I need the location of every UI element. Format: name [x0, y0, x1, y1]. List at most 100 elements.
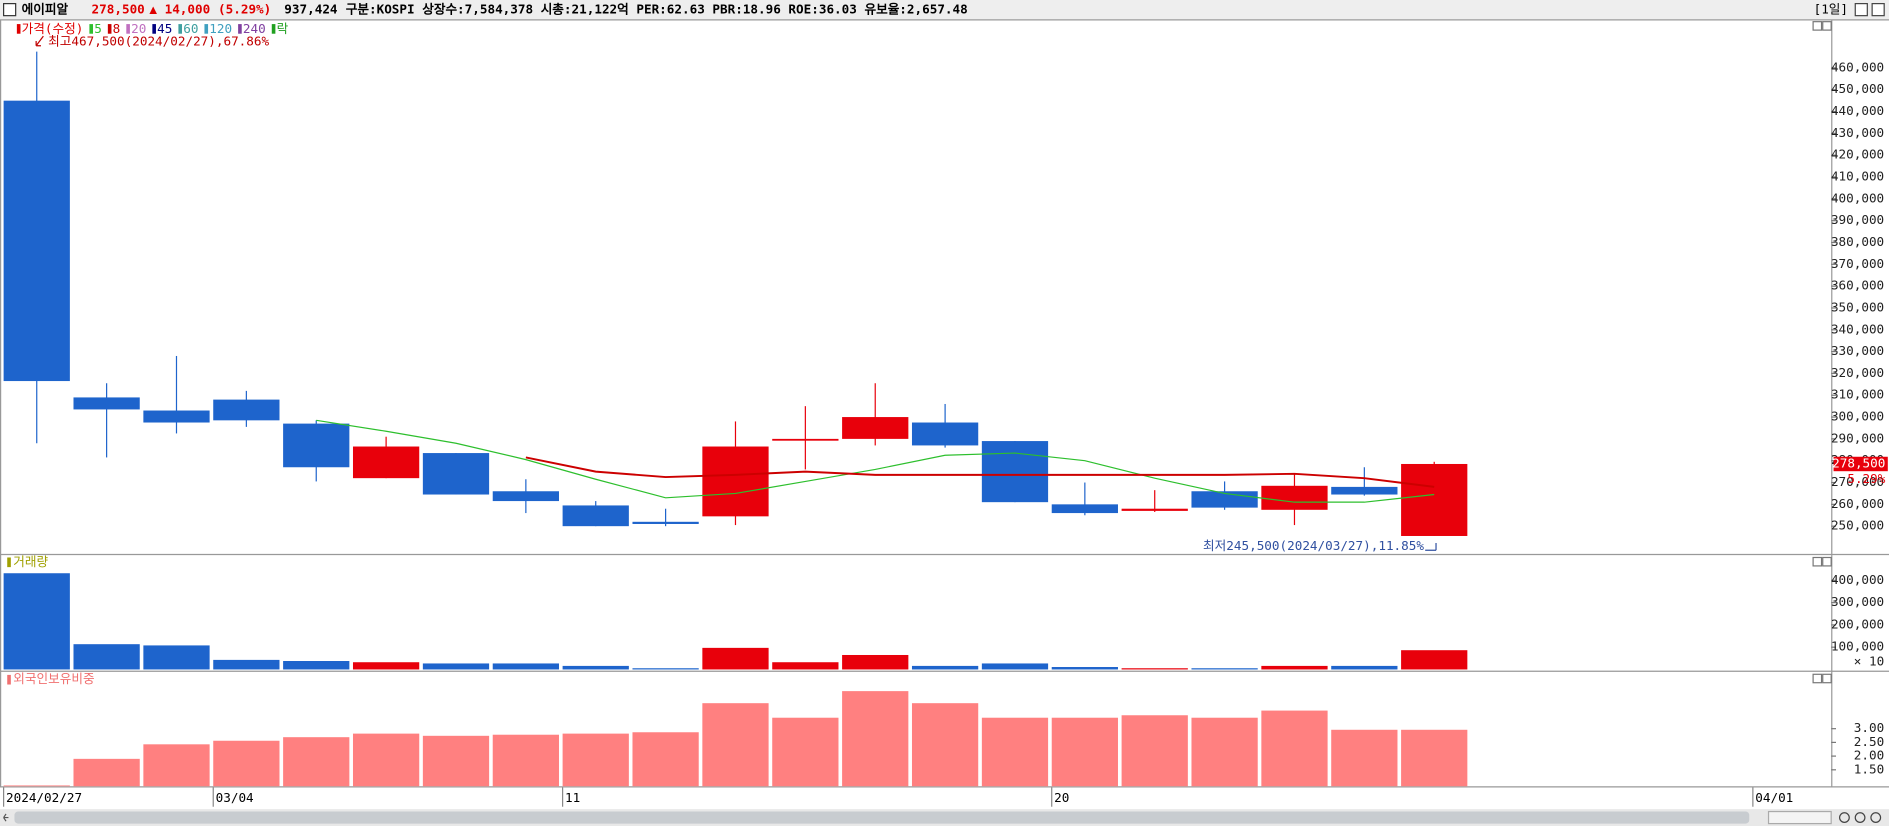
y-tick-label: 430,000	[1831, 125, 1884, 140]
bar	[702, 703, 769, 787]
panel-button[interactable]	[1812, 556, 1823, 567]
panel-title: 외국인보유비중	[13, 671, 94, 686]
legend-swatch	[107, 24, 112, 34]
x-tick-label: 03/04	[216, 790, 254, 805]
zoom-slider[interactable]	[1767, 810, 1832, 825]
bar	[73, 758, 140, 787]
bar	[143, 645, 210, 670]
change-pct: (5.29%)	[218, 2, 271, 17]
panel-button[interactable]	[1822, 673, 1832, 684]
legend-item: 120	[209, 21, 232, 36]
period[interactable]: [1일]	[1814, 2, 1848, 17]
bar	[492, 734, 559, 787]
y-tick-label: 410,000	[1831, 169, 1884, 184]
legend-swatch	[152, 24, 156, 34]
candle-body	[702, 446, 769, 517]
bar	[283, 661, 350, 670]
unit-label: × 10	[1854, 654, 1884, 669]
volume: 937,424	[284, 2, 338, 17]
bar	[1261, 665, 1328, 670]
x-tick-label: 20	[1054, 790, 1069, 805]
y-tick-label: 270,000	[1831, 474, 1884, 489]
candle-body	[632, 521, 699, 524]
candle-body	[143, 410, 210, 423]
legend-item: 240	[243, 21, 266, 36]
bar	[352, 662, 420, 670]
y-tick-label: 2.50	[1854, 734, 1884, 749]
candle-body	[283, 423, 350, 468]
candle-body	[213, 399, 280, 421]
legend-swatch	[238, 24, 242, 34]
panel-button[interactable]	[1812, 21, 1823, 31]
candle-body	[1121, 508, 1188, 511]
zoom-icon[interactable]	[1854, 812, 1866, 823]
bar	[1121, 668, 1188, 670]
scrollbar-thumb[interactable]	[14, 811, 1750, 824]
bar	[1051, 667, 1118, 670]
y-tick-label: 460,000	[1831, 59, 1884, 74]
candle-body	[352, 446, 420, 479]
candle-body	[842, 417, 909, 439]
bar	[911, 665, 979, 670]
bar	[562, 665, 629, 670]
scroll-left[interactable]	[3, 813, 9, 822]
zoom-icon[interactable]	[1870, 812, 1882, 823]
bar	[702, 647, 769, 670]
info: 구분:KOSPI 상장수:7,584,378 시총:21,122억 PER:62…	[346, 2, 968, 17]
bar	[562, 733, 629, 787]
y-tick-label: 450,000	[1831, 81, 1884, 96]
bar	[1261, 710, 1328, 787]
candle-body	[492, 491, 559, 502]
x-tick-label: 11	[565, 790, 580, 805]
legend-item: 45	[157, 21, 172, 36]
candle-body	[73, 397, 140, 410]
y-tick-label: 350,000	[1831, 299, 1884, 314]
header-bar	[0, 0, 1889, 20]
bar	[632, 668, 699, 670]
bar	[981, 663, 1049, 670]
panel-buttons	[1812, 21, 1832, 684]
legend-item: 20	[131, 21, 146, 36]
candle-body	[981, 441, 1049, 503]
bar	[492, 663, 559, 670]
window-button[interactable]	[1871, 3, 1885, 17]
y-tick-label: 100,000	[1831, 639, 1884, 654]
candle-body	[1401, 463, 1468, 536]
panel-button[interactable]	[1812, 673, 1823, 684]
zoom-icon[interactable]	[1839, 812, 1850, 823]
bar	[772, 717, 839, 787]
window-button[interactable]	[1854, 3, 1868, 17]
panel-button[interactable]	[1822, 556, 1832, 567]
moving-average	[525, 456, 1435, 488]
legend-swatch	[204, 24, 209, 34]
change: ▲ 14,000	[149, 2, 210, 17]
checkbox[interactable]	[3, 3, 17, 17]
y-tick-label: 370,000	[1831, 256, 1884, 271]
last-change-label: 5.29%	[1847, 471, 1885, 486]
last-price-label: 278,500	[1832, 455, 1885, 470]
bar	[143, 744, 210, 787]
candle-body	[1261, 485, 1328, 510]
candle-body	[911, 422, 979, 446]
candle-body	[1331, 486, 1398, 495]
y-tick-label: 200,000	[1831, 616, 1884, 631]
legend-swatch	[271, 24, 276, 34]
bar	[842, 654, 909, 670]
y-tick-label: 420,000	[1831, 147, 1884, 162]
legend-swatch	[16, 24, 21, 34]
y-tick-label: 3.00	[1854, 720, 1884, 735]
candle-body	[1051, 504, 1118, 514]
bar	[352, 733, 420, 787]
bar	[1401, 729, 1468, 787]
panel-title: 거래량	[13, 554, 48, 569]
bar	[772, 662, 839, 670]
y-tick-label: 310,000	[1831, 387, 1884, 402]
panel-button[interactable]	[1822, 21, 1832, 31]
y-tick-label: 400,000	[1831, 190, 1884, 205]
panel-swatch	[7, 557, 11, 568]
stock-name: 에이피알	[22, 2, 69, 17]
candle-body	[772, 438, 839, 441]
y-tick-label: 320,000	[1831, 365, 1884, 380]
